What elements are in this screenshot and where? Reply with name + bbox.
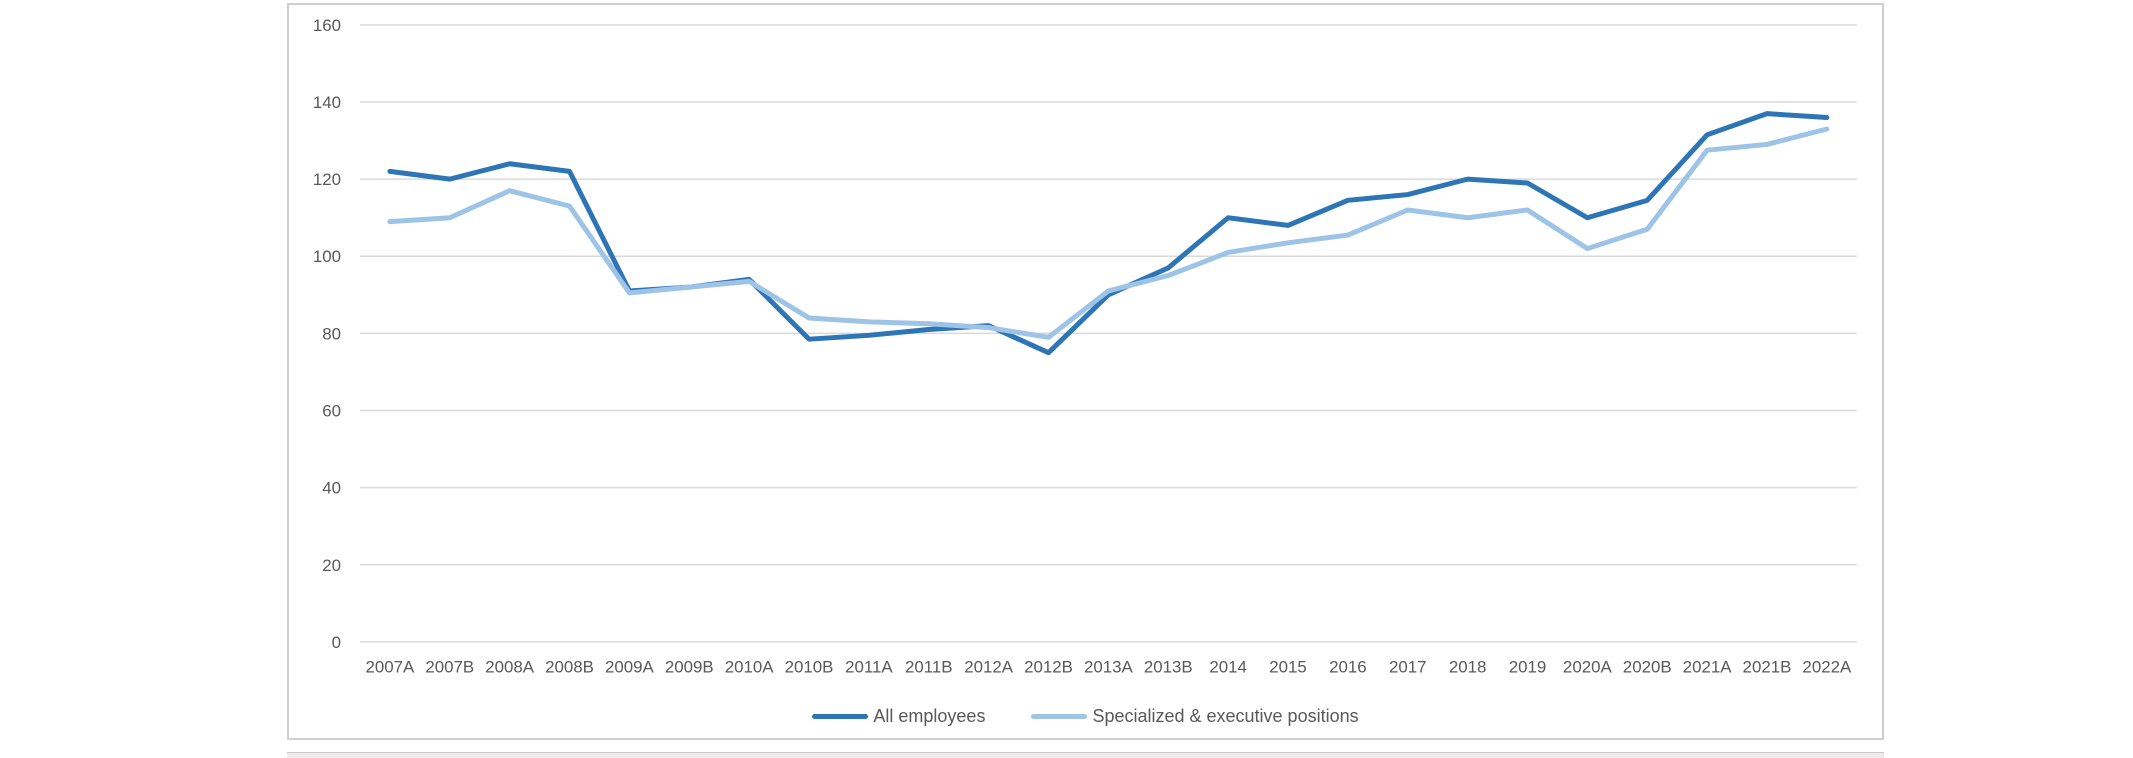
x-axis-label: 2021A	[1683, 657, 1733, 676]
x-axis-label: 2012B	[1024, 657, 1073, 676]
legend-marker-all-employees	[812, 713, 869, 719]
x-axis-label: 2011A	[845, 657, 893, 676]
y-axis-label: 40	[322, 479, 341, 498]
y-axis-label: 20	[322, 556, 341, 575]
y-axis-label: 80	[322, 324, 341, 343]
x-axis-label: 2013B	[1144, 657, 1193, 676]
chart-legend: All employees Specialized & executive po…	[289, 707, 1882, 725]
x-axis-label: 2017	[1389, 657, 1427, 676]
x-axis-label: 2010A	[725, 657, 775, 676]
y-axis-label: 120	[313, 170, 341, 189]
x-axis-label: 2018	[1449, 657, 1487, 676]
x-axis-label: 2020A	[1563, 657, 1613, 676]
y-axis-label: 60	[322, 402, 341, 421]
x-axis-label: 2011B	[905, 657, 953, 676]
x-axis-label: 2007B	[425, 657, 474, 676]
legend-item-specialized-executive[interactable]: Specialized & executive positions	[1031, 706, 1359, 726]
x-axis-label: 2007A	[365, 657, 415, 676]
y-axis-label: 100	[313, 247, 341, 266]
x-axis-label: 2009A	[605, 657, 655, 676]
y-axis-label: 160	[313, 16, 341, 35]
series-line-all-employees[interactable]	[387, 111, 1830, 356]
x-axis-label: 2015	[1269, 657, 1307, 676]
line-chart: 0 20 40 60 80 100 120 140 160 2007A 2007B 2008A 2008…	[313, 16, 1857, 676]
y-axis-label: 0	[332, 633, 341, 652]
legend-marker-specialized-executive	[1031, 713, 1088, 719]
x-axis-label: 2019	[1509, 657, 1547, 676]
series-line-specialized-executive-positions[interactable]	[387, 126, 1830, 340]
x-axis-label: 2009B	[665, 657, 714, 676]
y-axis-label: 140	[313, 93, 341, 112]
chart-container: 0 20 40 60 80 100 120 140 160 2007A 2007B 2008A 2008…	[287, 3, 1884, 740]
x-axis-label: 2012A	[964, 657, 1014, 676]
x-axis-label: 2014	[1209, 657, 1247, 676]
x-axis-label: 2008A	[485, 657, 535, 676]
legend-item-all-employees[interactable]: All employees	[812, 707, 985, 725]
x-axis-label: 2021B	[1743, 657, 1792, 676]
x-axis-label: 2013A	[1084, 657, 1134, 676]
x-axis-label: 2010B	[785, 657, 834, 676]
x-axis-label: 2020B	[1623, 657, 1672, 676]
x-axis-label: 2022A	[1802, 657, 1852, 676]
x-axis-label: 2008B	[545, 657, 594, 676]
legend-label-all-employees: All employees	[873, 706, 986, 726]
bottom-strip	[287, 752, 1884, 758]
legend-label-specialized-executive: Specialized & executive positions	[1092, 706, 1359, 726]
x-axis-label: 2016	[1329, 657, 1367, 676]
